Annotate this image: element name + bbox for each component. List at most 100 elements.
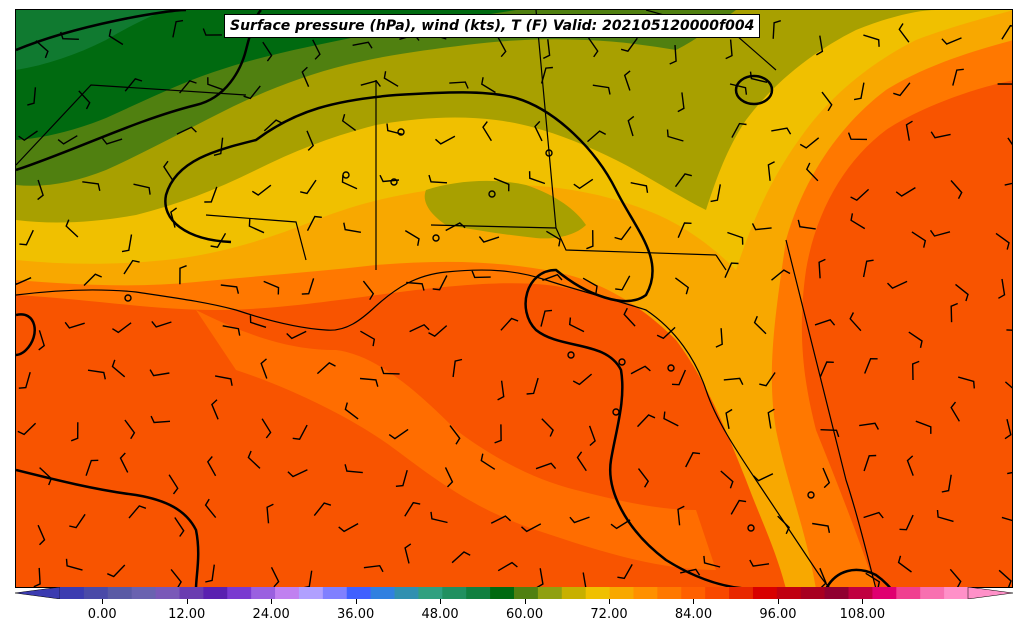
colorbar-tick-label: 72.00 [590, 607, 628, 622]
colorbar-swatch [848, 587, 873, 599]
wind-barb [911, 360, 920, 381]
wind-barb [941, 474, 952, 493]
wind-barb [751, 223, 772, 231]
wind-barb [731, 122, 747, 138]
colorbar-swatch [657, 587, 682, 599]
wind-barb [306, 130, 315, 151]
colorbar-swatch [633, 587, 658, 599]
wind-barb [850, 213, 866, 230]
colorbar-tick [777, 599, 779, 604]
wind-barb [893, 82, 911, 97]
wind-barb [541, 418, 554, 437]
wind-barb [83, 273, 102, 286]
wind-barb [179, 79, 197, 94]
wind-barb [344, 464, 363, 474]
colorbar-tick [271, 599, 273, 604]
wind-barb [588, 37, 599, 58]
wind-barb [534, 120, 543, 142]
wind-barb [546, 230, 561, 247]
wind-barb [409, 323, 430, 333]
wind-barb [772, 20, 782, 39]
wind-barb [1001, 24, 1012, 40]
wind-barb [582, 277, 598, 294]
map-title: Surface pressure (hPa), wind (kts), T (F… [224, 14, 761, 38]
wind-barb [582, 572, 587, 587]
colorbar-swatch [561, 587, 587, 599]
colorbar-swatch [800, 587, 826, 599]
wind-barb [312, 39, 321, 60]
wind-barb [493, 177, 510, 192]
wind-barb [627, 115, 635, 137]
wind-barb [710, 184, 721, 203]
wind-barbs [16, 19, 1012, 587]
wind-barb [587, 130, 607, 143]
wind-barb [57, 135, 78, 145]
colorbar-swatch [824, 587, 850, 599]
wind-barb [124, 419, 136, 440]
temperature-field-olive-patch [424, 180, 586, 239]
wind-barb [33, 567, 41, 587]
wind-barb [360, 80, 381, 87]
colorbar-tick-label: 108.00 [839, 607, 886, 622]
calm-wind-circle [807, 491, 815, 499]
wind-barb [753, 315, 767, 335]
wind-barb [444, 467, 454, 488]
wind-barb [955, 283, 969, 302]
wind-barb [481, 77, 496, 94]
wind-barb [303, 570, 313, 587]
wind-barb [540, 66, 553, 84]
colorbar-swatch [107, 587, 133, 599]
colorbar-tick [609, 599, 611, 604]
wind-barb [526, 377, 539, 395]
colorbar-swatch [944, 587, 969, 599]
calm-wind-circle [747, 524, 755, 532]
wind-barb [998, 278, 1006, 299]
wind-barb [614, 226, 632, 241]
colorbar-swatch [466, 587, 491, 599]
wind-barb [362, 280, 375, 301]
wind-barb [428, 325, 448, 337]
wind-barb [35, 40, 49, 59]
wind-barb [500, 317, 519, 331]
wind-barb [542, 39, 551, 60]
wind-barb [163, 160, 174, 181]
wind-barb [535, 462, 557, 470]
wind-barb [360, 330, 376, 347]
wind-barb [677, 92, 685, 113]
wind-barb [341, 114, 357, 131]
temperature-field-darkest [16, 10, 166, 70]
wind-barb [170, 568, 182, 587]
wind-barb [380, 366, 400, 375]
wind-barb [777, 515, 790, 535]
colorbar-swatch [203, 587, 228, 599]
wind-barb [576, 451, 587, 472]
wind-barb [112, 322, 132, 334]
wind-barb [725, 39, 733, 60]
wind-barb [404, 230, 420, 246]
wind-barb [863, 511, 884, 519]
wind-barb [941, 37, 962, 45]
temperature-field-warm-tongue [196, 310, 716, 570]
colorbar-tick [862, 599, 864, 604]
wind-barb [343, 222, 362, 233]
colorbar-swatch [131, 587, 157, 599]
wind-barb [262, 41, 273, 62]
wind-barb [452, 358, 463, 378]
wind-barb [497, 37, 507, 58]
wind-barb [759, 372, 776, 387]
wind-barb [656, 326, 676, 340]
isobar [16, 10, 187, 52]
wind-barb [805, 162, 819, 182]
wind-barb [445, 222, 466, 232]
wind-barb [85, 459, 99, 476]
wind-barb [204, 186, 218, 203]
wind-barb [528, 171, 546, 185]
wind-barb [863, 454, 877, 472]
wind-barb [87, 369, 106, 380]
wind-barb [292, 424, 308, 440]
wind-barb [497, 561, 518, 572]
colorbar-swatch [537, 587, 563, 599]
wind-barb [266, 503, 274, 524]
wind-barb [480, 453, 496, 470]
wind-barb [263, 280, 280, 295]
